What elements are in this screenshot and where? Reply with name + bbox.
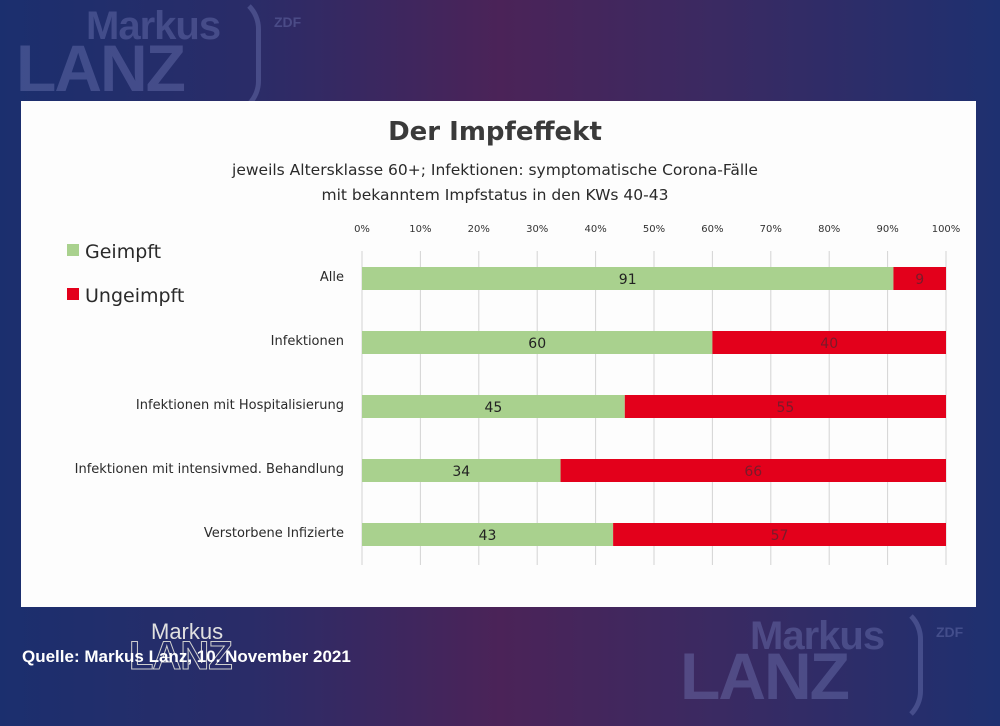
chart-subtitle-line-2: mit bekanntem Impfstatus in den KWs 40-4… (322, 186, 669, 204)
bar-ungeimpft (613, 523, 946, 546)
bars (362, 267, 946, 546)
chart-panel: Der Impfeffekt jeweils Altersklasse 60+;… (21, 101, 976, 679)
category-label: Infektionen mit intensivmed. Behandlung (75, 462, 344, 477)
bar-geimpft (362, 395, 625, 418)
category-label: Alle (320, 270, 344, 285)
show-logo-bottom: Markus LANZ ZDF (670, 604, 1000, 726)
logo-lanz-text: LANZ (16, 31, 186, 105)
zdf-logo-icon: ZDF (274, 14, 302, 30)
data-label: 66 (744, 464, 762, 480)
x-tick-label: 40% (584, 224, 606, 235)
category-label: Infektionen (271, 334, 344, 349)
bar-geimpft (362, 523, 614, 546)
x-tick-label: 80% (818, 224, 840, 235)
data-labels: 91 9 60 40 45 55 34 66 43 57 (452, 272, 924, 544)
legend-swatch-geimpft (67, 244, 79, 256)
x-tick-label: 10% (409, 224, 431, 235)
data-label: 34 (452, 464, 470, 480)
chart-title: Der Impfeffekt (388, 117, 602, 147)
x-tick-label: 60% (701, 224, 723, 235)
x-axis-ticks: 0% 10% 20% 30% 40% 50% 60% 70% 80% 90% 100% (354, 224, 960, 235)
legend-label-ungeimpft: Ungeimpft (85, 285, 184, 307)
logo-lanz-text: LANZ (680, 639, 850, 713)
x-tick-label: 70% (760, 224, 782, 235)
bar-geimpft (362, 459, 561, 482)
chart: Der Impfeffekt jeweils Altersklasse 60+;… (67, 117, 960, 565)
logo-arc-icon (888, 604, 923, 726)
bar-geimpft (362, 267, 894, 290)
watermark-markus-text: Markus (151, 619, 224, 644)
x-tick-label: 30% (526, 224, 548, 235)
data-label: 45 (484, 400, 502, 416)
x-tick-label: 50% (643, 224, 665, 235)
show-logo-top: Markus LANZ ZDF (0, 0, 340, 116)
x-tick-label: 100% (932, 224, 961, 235)
zdf-logo-icon: ZDF (936, 624, 964, 640)
data-label: 9 (915, 272, 924, 288)
bar-ungeimpft (560, 459, 946, 482)
bar-ungeimpft (893, 267, 946, 290)
x-tick-label: 90% (876, 224, 898, 235)
bar-geimpft (362, 331, 713, 354)
legend: Geimpft Ungeimpft (67, 241, 184, 307)
legend-label-geimpft: Geimpft (85, 241, 161, 263)
data-label: 43 (479, 528, 497, 544)
source-caption: Quelle: Markus Lanz, 10. November 2021 (22, 647, 351, 666)
x-tick-label: 20% (468, 224, 490, 235)
data-label: 55 (776, 400, 794, 416)
logo-arc-icon (226, 0, 261, 116)
logo-markus-text: Markus (86, 4, 221, 48)
category-label: Infektionen mit Hospitalisierung (136, 398, 344, 413)
watermark-lanz-text: LANZ (129, 634, 234, 679)
data-label: 57 (771, 528, 789, 544)
chart-subtitle-line-1: jeweils Altersklasse 60+; Infektionen: s… (231, 161, 758, 179)
bar-ungeimpft (624, 395, 946, 418)
logo-markus-text: Markus (750, 614, 885, 658)
data-label: 40 (820, 336, 838, 352)
category-labels: Alle Infektionen Infektionen mit Hospitali… (75, 270, 344, 541)
legend-swatch-ungeimpft (67, 288, 79, 300)
x-tick-label: 0% (354, 224, 370, 235)
data-label: 91 (619, 272, 637, 288)
bar-ungeimpft (712, 331, 946, 354)
category-label: Verstorbene Infizierte (204, 526, 344, 541)
data-label: 60 (528, 336, 546, 352)
